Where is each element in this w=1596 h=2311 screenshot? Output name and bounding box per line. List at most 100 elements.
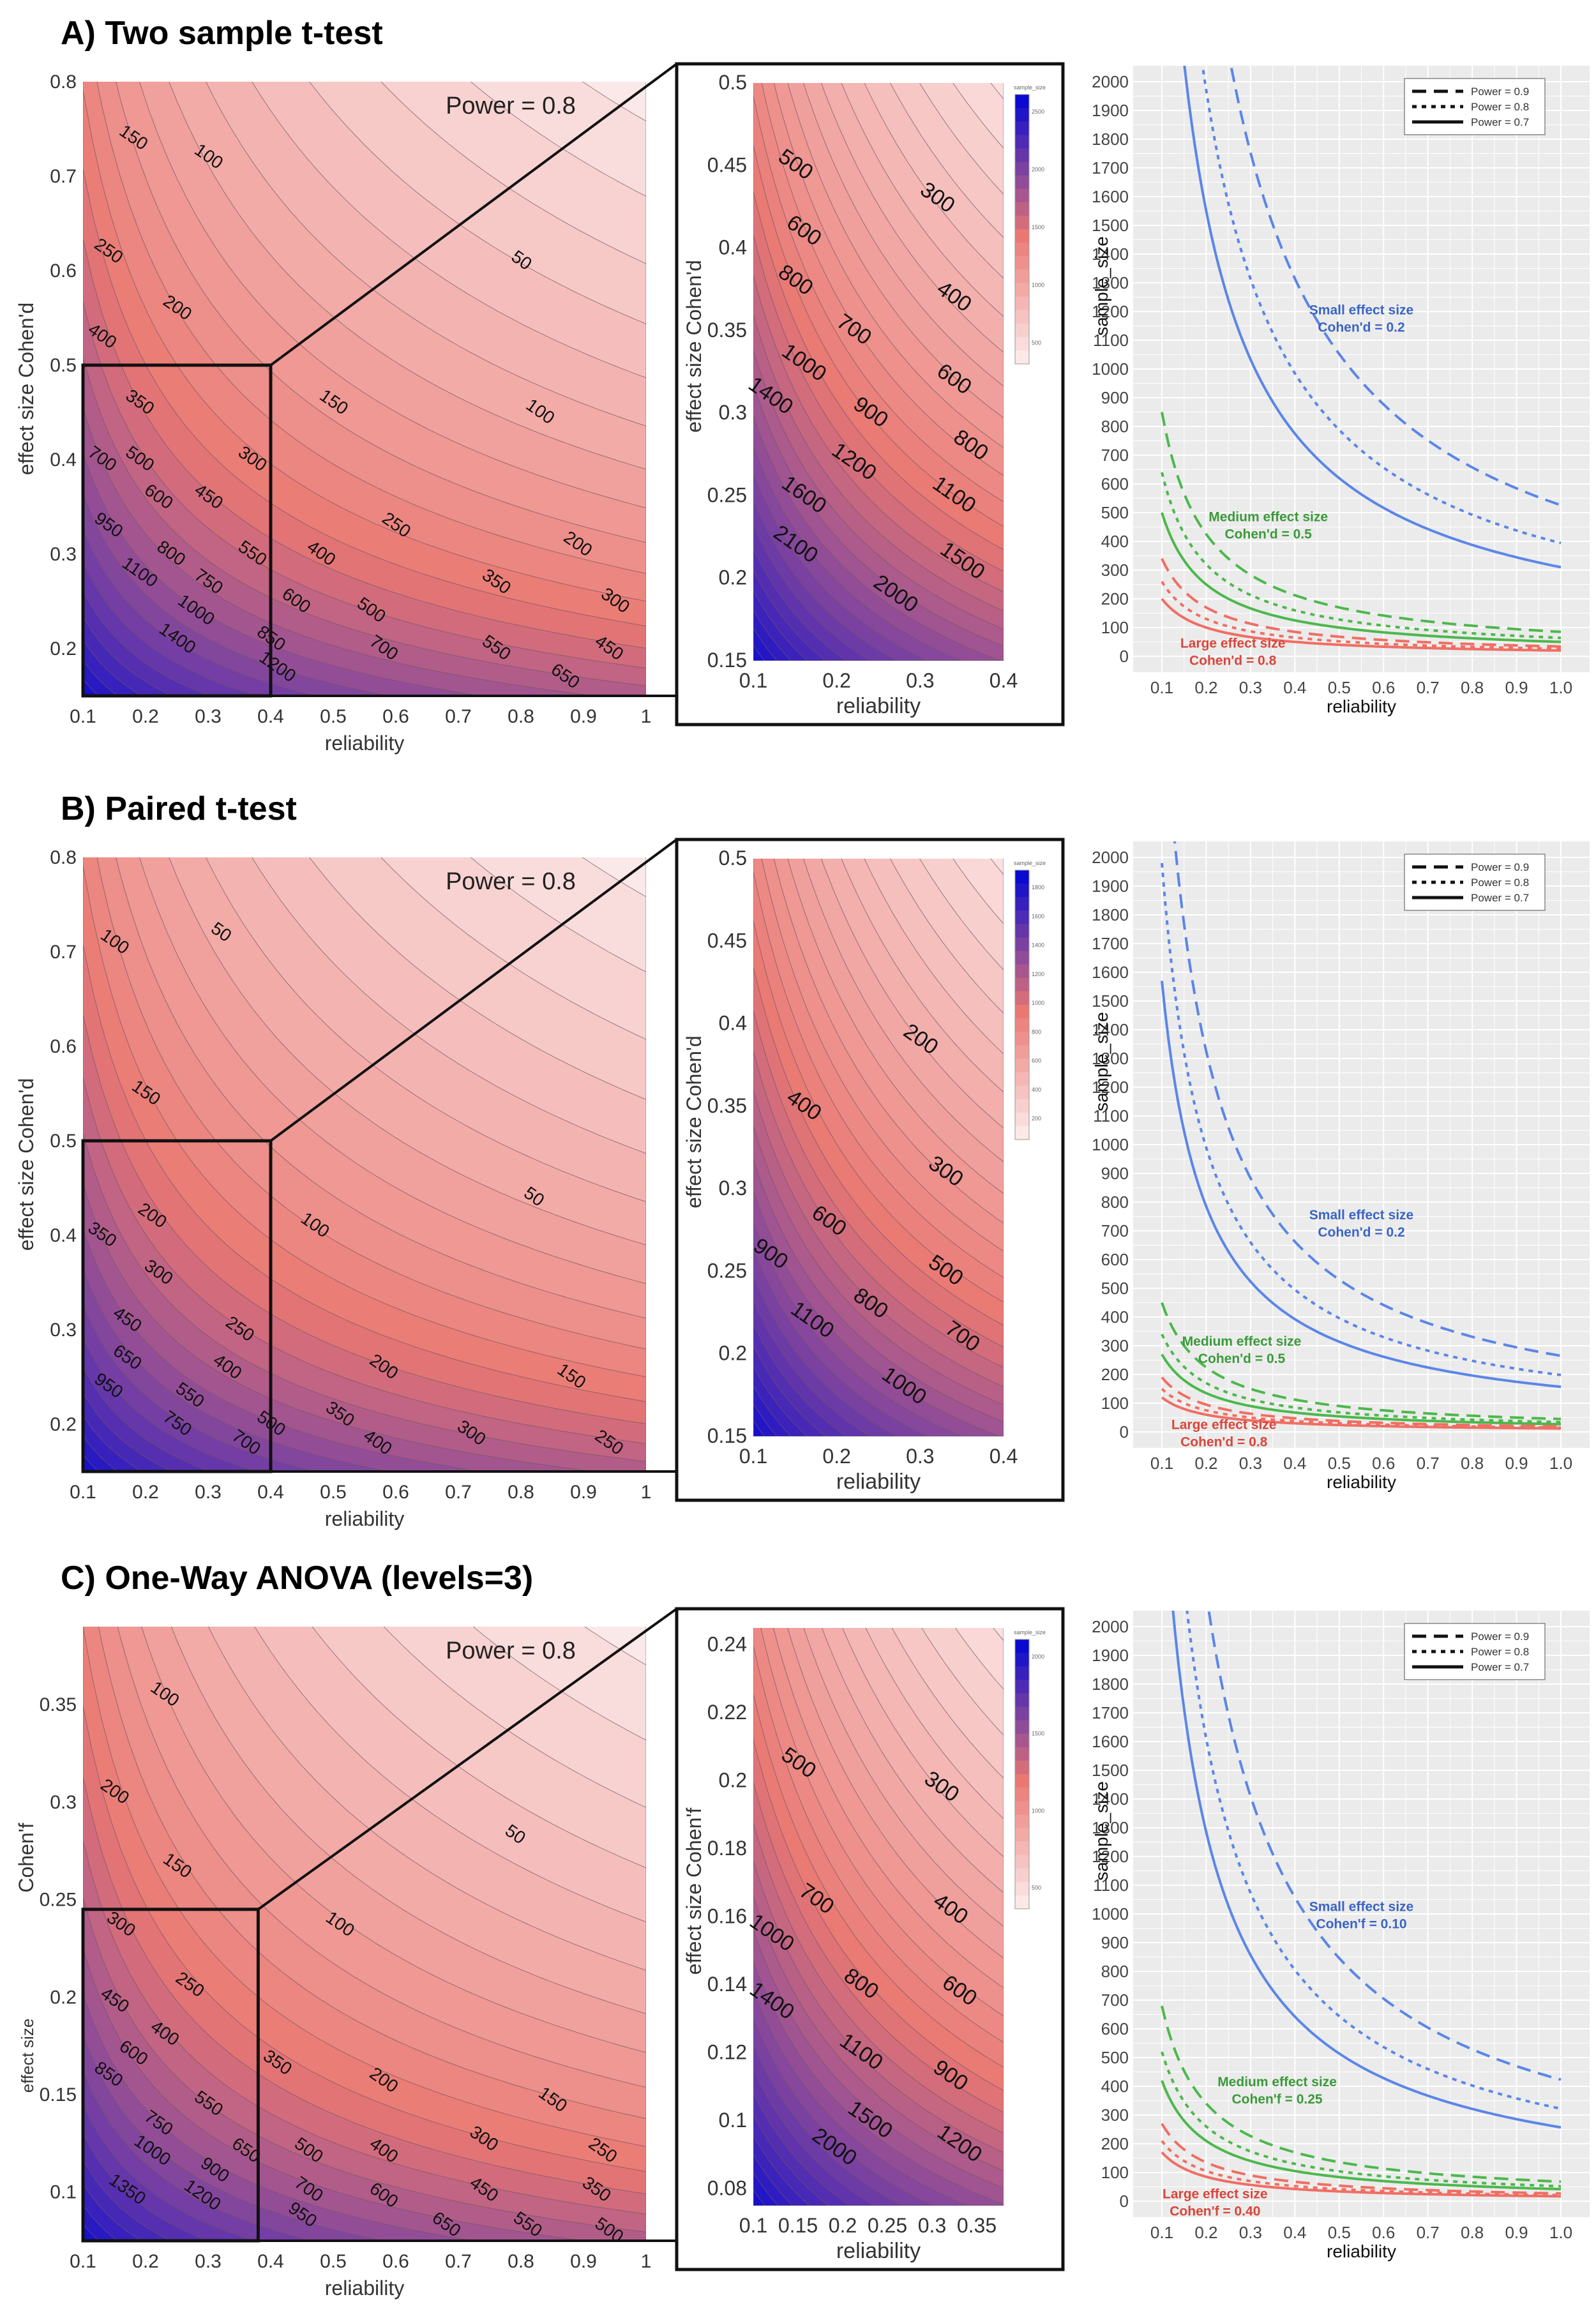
x-tick-label: 0.7 bbox=[445, 706, 472, 727]
x-axis-label: reliability bbox=[836, 2239, 921, 2263]
y-tick-label: 0.3 bbox=[50, 1792, 77, 1813]
y-tick-label: 500 bbox=[1101, 2048, 1129, 2067]
colorbar-segment bbox=[1015, 1126, 1029, 1140]
x-tick-label: 0.7 bbox=[1417, 1454, 1440, 1473]
x-tick-label: 0.7 bbox=[1417, 2223, 1440, 2242]
colorbar-segment bbox=[1015, 1869, 1029, 1883]
x-tick-label: 0.8 bbox=[508, 2251, 534, 2272]
x-axis-label: reliability bbox=[836, 694, 921, 718]
y-tick-label: 1800 bbox=[1092, 1675, 1129, 1694]
x-tick-label: 0.2 bbox=[822, 1445, 850, 1468]
y-tick-label: 1900 bbox=[1092, 101, 1129, 120]
colorbar-segment bbox=[1015, 1639, 1029, 1653]
y-tick-label: 800 bbox=[1101, 1193, 1129, 1212]
x-tick-label: 1 bbox=[641, 2251, 652, 2272]
x-tick-label: 0.4 bbox=[990, 1445, 1018, 1468]
colorbar-segment bbox=[1015, 1113, 1029, 1127]
y-tick-label: 0.15 bbox=[40, 2084, 77, 2105]
y-tick-label: 1500 bbox=[1092, 216, 1129, 235]
legend-label: Power = 0.8 bbox=[1471, 101, 1529, 113]
y-tick-label: 0.5 bbox=[50, 355, 77, 376]
y-axis-label: effect size Cohen'd bbox=[15, 1078, 38, 1251]
x-axis-label: reliability bbox=[1327, 1472, 1396, 1492]
y-tick-label: 0.5 bbox=[50, 1131, 77, 1152]
y-tick-label: 1800 bbox=[1092, 905, 1129, 924]
x-tick-label: 0.8 bbox=[1461, 678, 1484, 697]
y-tick-label: 0.3 bbox=[719, 401, 747, 424]
colorbar-segment bbox=[1015, 870, 1029, 884]
colorbar-segment bbox=[1015, 1707, 1029, 1721]
y-tick-label: 200 bbox=[1101, 1365, 1129, 1384]
colorbar-segment bbox=[1015, 1801, 1029, 1815]
series-annotation: Medium effect size bbox=[1182, 1334, 1302, 1349]
x-tick-label: 0.1 bbox=[70, 2251, 96, 2272]
x-tick-label: 0.3 bbox=[906, 1445, 934, 1468]
colorbar-segment bbox=[1015, 965, 1029, 979]
x-tick-label: 0.4 bbox=[257, 2251, 284, 2272]
y-tick-label: 0.4 bbox=[50, 1225, 77, 1246]
colorbar-title: sample_size bbox=[1014, 84, 1046, 91]
legend-label: Power = 0.7 bbox=[1471, 1661, 1529, 1673]
colorbar-tick: 200 bbox=[1032, 1115, 1041, 1122]
y-tick-label: 0.3 bbox=[50, 1320, 77, 1341]
x-axis-label: reliability bbox=[325, 732, 404, 755]
x-tick-label: 0.4 bbox=[990, 669, 1018, 692]
series-annotation: Cohen'f = 0.10 bbox=[1316, 1917, 1406, 1932]
y-tick-label: 0.4 bbox=[719, 1012, 747, 1035]
y-tick-label: 0.25 bbox=[707, 483, 747, 506]
x-tick-label: 0.8 bbox=[508, 706, 534, 727]
colorbar-tick: 1200 bbox=[1032, 971, 1044, 977]
y-tick-label: 0.6 bbox=[50, 260, 77, 282]
y-axis-label: sample_size bbox=[1092, 1781, 1111, 1881]
y-tick-label: 0.3 bbox=[719, 1177, 747, 1200]
y-tick-label: 0.35 bbox=[707, 1094, 747, 1117]
colorbar-tick: 1500 bbox=[1032, 224, 1044, 230]
y-tick-label: 1500 bbox=[1092, 991, 1129, 1011]
y-tick-label: 1900 bbox=[1092, 1646, 1129, 1665]
y-tick-label: 1000 bbox=[1092, 1904, 1129, 1923]
x-tick-label: 0.9 bbox=[570, 2251, 597, 2272]
x-axis-label: reliability bbox=[836, 1470, 921, 1494]
x-tick-label: 0.6 bbox=[382, 2251, 409, 2272]
colorbar-segment bbox=[1015, 216, 1029, 230]
colorbar-tick: 1000 bbox=[1032, 282, 1044, 289]
legend-label: Power = 0.8 bbox=[1471, 1646, 1529, 1658]
x-tick-label: 0.25 bbox=[868, 2214, 907, 2237]
colorbar-tick: 1600 bbox=[1032, 913, 1044, 919]
x-tick-label: 0.1 bbox=[70, 1482, 96, 1503]
colorbar-segment bbox=[1015, 924, 1029, 938]
x-tick-label: 0.8 bbox=[1461, 2223, 1484, 2242]
y-tick-label: 0.8 bbox=[50, 72, 77, 93]
colorbar-title: sample_size bbox=[1014, 860, 1046, 866]
colorbar-segment bbox=[1015, 324, 1029, 338]
y-axis-label: effect size Cohen'd bbox=[15, 303, 38, 476]
x-tick-label: 0.6 bbox=[1372, 1454, 1395, 1473]
colorbar-segment bbox=[1015, 1747, 1029, 1761]
y-tick-label: 0.35 bbox=[707, 319, 747, 342]
colorbar-tick: 400 bbox=[1032, 1087, 1041, 1093]
colorbar-segment bbox=[1015, 202, 1029, 216]
y-tick-label: 0.7 bbox=[50, 942, 77, 963]
x-tick-label: 0.6 bbox=[382, 1482, 409, 1503]
colorbar-tick: 2000 bbox=[1032, 1653, 1044, 1660]
y-tick-label: 0.12 bbox=[707, 2040, 747, 2063]
y-tick-label: 1700 bbox=[1092, 158, 1129, 177]
x-tick-label: 0.5 bbox=[320, 2251, 347, 2272]
colorbar-segment bbox=[1015, 176, 1029, 190]
x-tick-label: 0.9 bbox=[1505, 1454, 1528, 1473]
x-tick-label: 1.0 bbox=[1549, 2223, 1572, 2242]
y-tick-label: 1700 bbox=[1092, 934, 1129, 953]
y-tick-label: 600 bbox=[1101, 1250, 1129, 1269]
colorbar-tick: 600 bbox=[1032, 1058, 1041, 1064]
y-tick-label: 0.45 bbox=[707, 929, 747, 952]
colorbar-tick: 800 bbox=[1032, 1028, 1041, 1035]
x-tick-label: 0.1 bbox=[739, 669, 767, 692]
colorbar-tick: 2500 bbox=[1032, 109, 1044, 115]
y-axis-label: effect size bbox=[18, 2019, 37, 2093]
y-tick-label: 0.16 bbox=[707, 1905, 747, 1928]
colorbar-segment bbox=[1015, 256, 1029, 270]
y-tick-label: 0.2 bbox=[719, 566, 747, 589]
colorbar-segment bbox=[1015, 108, 1029, 122]
y-tick-label: 0.24 bbox=[707, 1633, 747, 1656]
